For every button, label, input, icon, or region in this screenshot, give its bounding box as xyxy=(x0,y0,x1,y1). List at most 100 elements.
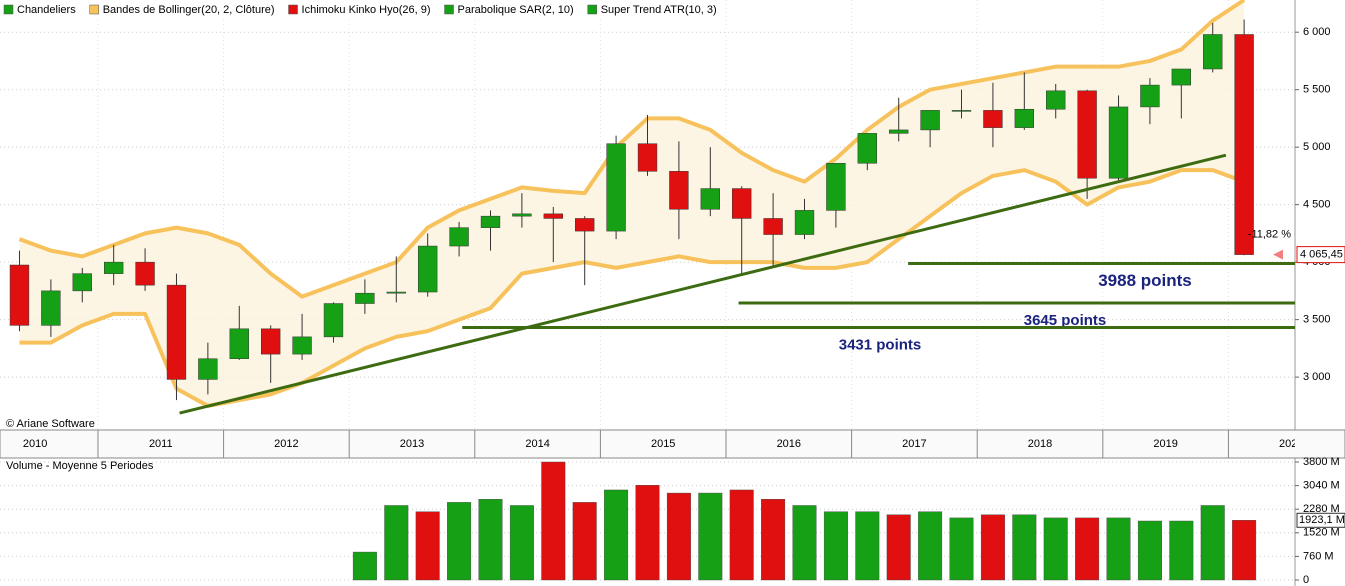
last-value-label: 1923,1 M xyxy=(1299,514,1345,526)
time-axis xyxy=(0,429,1345,459)
candle-body xyxy=(794,210,815,235)
candle-body xyxy=(951,110,972,112)
level-label: 3988 points xyxy=(1098,271,1192,290)
x-tick-label: 2012 xyxy=(274,438,298,450)
x-tick-label: 2017 xyxy=(902,438,926,450)
candle-body xyxy=(543,213,563,219)
volume-bar xyxy=(698,492,723,581)
candle-body xyxy=(1140,84,1160,108)
candle-body xyxy=(292,336,312,355)
last-value-arrow xyxy=(1273,249,1283,260)
volume-bar xyxy=(1200,505,1225,581)
volume-bar xyxy=(1169,520,1194,581)
volume-bar xyxy=(666,492,691,581)
legend-swatch xyxy=(587,4,597,15)
candle-body xyxy=(575,218,595,232)
candle-body xyxy=(166,284,187,380)
y-tick-label: 1520 M xyxy=(1303,527,1340,539)
candle-body xyxy=(480,215,501,228)
candle-body xyxy=(135,261,155,286)
volume-bar xyxy=(855,511,880,581)
volume-bar xyxy=(447,502,472,581)
volume-bar xyxy=(1232,520,1257,581)
candle-body xyxy=(826,163,846,211)
candle-body xyxy=(229,328,249,359)
last-value-label: 4 065,45 xyxy=(1300,249,1343,261)
y-tick-label: 760 M xyxy=(1303,550,1334,562)
x-tick-label: 2018 xyxy=(1028,438,1052,450)
credit: © Ariane Software xyxy=(6,418,95,430)
candle-body xyxy=(41,290,61,326)
volume-bar xyxy=(541,461,566,581)
candle-body xyxy=(418,245,438,293)
volume-bar xyxy=(415,511,440,581)
candle-body xyxy=(386,291,406,294)
candle-body xyxy=(198,358,218,380)
candle-body xyxy=(261,328,281,355)
candle-body xyxy=(889,129,909,134)
candle-body xyxy=(1108,106,1129,179)
level-label: 3431 points xyxy=(839,337,922,354)
candle-body xyxy=(1046,90,1066,110)
candle-body xyxy=(1077,90,1097,179)
y-tick-label: 5 000 xyxy=(1303,141,1331,153)
y-tick-label: 3040 M xyxy=(1303,480,1340,492)
candle-body xyxy=(1014,108,1034,128)
candle-body xyxy=(637,143,658,172)
legend-label: Super Trend ATR(10, 3) xyxy=(601,4,717,16)
y-tick-label: 2280 M xyxy=(1303,503,1340,515)
candle-body xyxy=(512,213,532,217)
candle-body xyxy=(983,110,1003,128)
candle-body xyxy=(1171,68,1191,86)
x-tick-label: 2011 xyxy=(149,438,173,450)
volume-bar xyxy=(572,502,597,581)
last-value-box xyxy=(1296,512,1345,528)
trendline xyxy=(179,153,1227,415)
volume-bar xyxy=(729,489,754,581)
candle-body xyxy=(920,110,940,131)
volume-bar xyxy=(1075,517,1100,581)
candle-body xyxy=(1234,34,1254,255)
candle-body xyxy=(355,292,375,304)
volume-bar xyxy=(1012,514,1037,581)
x-tick-label: 2015 xyxy=(651,438,675,450)
volume-bar xyxy=(761,499,786,581)
volume-bar xyxy=(352,551,377,581)
volume-bar xyxy=(1106,517,1131,581)
x-tick-label: 2013 xyxy=(400,438,424,450)
x-tick-label: 2014 xyxy=(525,438,549,450)
legend-swatch xyxy=(288,4,298,15)
legend-swatch xyxy=(3,4,14,15)
candle-body xyxy=(669,171,689,210)
y-tick-label: 6 000 xyxy=(1303,26,1331,38)
candle-body xyxy=(449,227,469,247)
candle-body xyxy=(700,188,720,210)
y-tick-label: 3800 M xyxy=(1303,456,1340,468)
y-tick-label: 5 500 xyxy=(1303,84,1331,96)
x-tick-label: 2016 xyxy=(777,438,801,450)
candle-body xyxy=(9,264,30,326)
volume-bar xyxy=(384,505,409,581)
volume-bar xyxy=(604,489,629,581)
y-tick-label: 3 000 xyxy=(1303,371,1331,383)
x-tick-label: 2020 xyxy=(1279,438,1303,450)
volume-bar xyxy=(792,505,817,581)
legend-swatch xyxy=(89,4,99,15)
x-tick-label: 2010 xyxy=(23,438,47,450)
volume-bar xyxy=(478,499,503,581)
time-axis-labels: 2010 2011 2012 2013 2014 2015 2016 2017 2018 2019… xyxy=(23,438,1303,450)
volume-bar xyxy=(1137,520,1162,581)
last-value-box xyxy=(1296,246,1345,264)
candle-body xyxy=(72,273,92,292)
legend-label: Bandes de Bollinger(20, 2, Clôture) xyxy=(103,4,275,16)
volume-bar xyxy=(886,514,911,581)
change-label: -11,82 % xyxy=(1248,229,1291,241)
legend-swatch xyxy=(444,4,454,15)
candle-body xyxy=(857,133,877,164)
y-tick-label: 0 xyxy=(1303,574,1309,586)
volume-bar xyxy=(949,517,974,581)
candle-body xyxy=(104,261,124,274)
volume-bar xyxy=(635,485,660,581)
y-tick-label: 4 500 xyxy=(1303,199,1331,211)
